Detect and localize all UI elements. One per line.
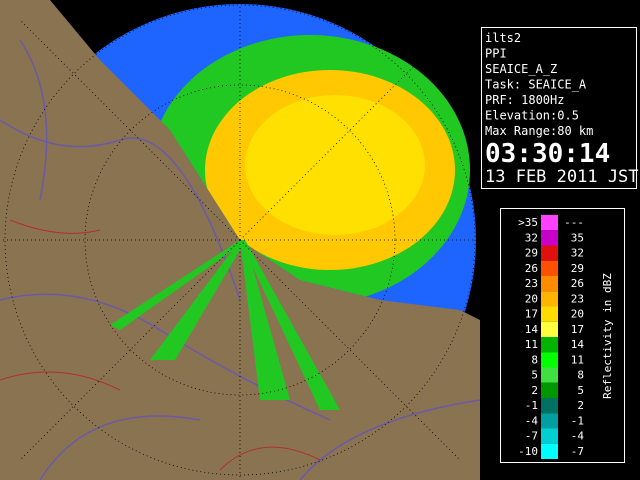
legend-swatch xyxy=(541,382,558,398)
legend-swatch xyxy=(541,428,558,444)
legend-swatch xyxy=(541,291,558,307)
legend-low: -7 xyxy=(525,430,538,443)
legend-swatch xyxy=(541,306,558,322)
legend-swatch xyxy=(541,260,558,276)
legend-high: 8 xyxy=(577,369,584,382)
legend-high: 5 xyxy=(577,384,584,397)
legend-swatch xyxy=(541,245,558,261)
info-line: Elevation:0.5 xyxy=(485,109,579,123)
legend-high: -7 xyxy=(571,445,584,458)
info-line: Task: SEAICE_A xyxy=(485,78,587,92)
info-line: PPI xyxy=(485,47,507,61)
legend-low: -10 xyxy=(518,445,538,458)
legend-high: 11 xyxy=(571,353,584,366)
legend-low: -1 xyxy=(525,399,538,412)
time: 03:30:14 xyxy=(485,139,610,169)
legend-swatch xyxy=(541,398,558,414)
legend-high: 26 xyxy=(571,277,584,290)
legend-high: -1 xyxy=(571,414,584,427)
info-line: Max Range:80 km xyxy=(485,124,593,138)
legend-high: 17 xyxy=(571,323,584,336)
legend-low: 2 xyxy=(531,384,538,397)
legend-low: 11 xyxy=(525,338,538,351)
legend-swatch xyxy=(541,276,558,292)
legend-high: 20 xyxy=(571,308,584,321)
legend-swatch xyxy=(541,230,558,246)
legend-low: 8 xyxy=(531,353,538,366)
legend-low: 5 xyxy=(531,369,538,382)
legend-box xyxy=(500,208,625,463)
legend-swatch xyxy=(541,443,558,459)
info-box xyxy=(481,27,637,189)
legend-high: 29 xyxy=(571,262,584,275)
legend-high: 35 xyxy=(571,231,584,244)
legend-low: >35 xyxy=(518,216,538,229)
legend-high: 23 xyxy=(571,292,584,305)
legend-swatch xyxy=(541,352,558,368)
info-line: PRF: 1800Hz xyxy=(485,93,564,107)
legend-low: 32 xyxy=(525,231,538,244)
info-line: SEAICE_A_Z xyxy=(485,62,557,76)
legend-swatch xyxy=(541,215,558,231)
legend-high: -4 xyxy=(571,430,585,443)
legend-low: 23 xyxy=(525,277,538,290)
legend-high: 32 xyxy=(571,247,584,260)
date: 13 FEB 2011 JST xyxy=(485,167,639,187)
legend-swatch xyxy=(541,367,558,383)
legend-low: 14 xyxy=(525,323,539,336)
legend-swatch xyxy=(541,337,558,353)
legend: >35 --- 32 35 29 32 26 29 23 26 20 23 17 20 14 17 11 14 8 1… xyxy=(518,215,584,459)
legend-low: -4 xyxy=(525,414,539,427)
legend-swatch xyxy=(541,321,558,337)
legend-swatch xyxy=(541,413,558,429)
legend-high: 14 xyxy=(571,338,585,351)
legend-title: Reflectivity in dBZ xyxy=(601,273,614,399)
radar-map xyxy=(0,0,480,480)
legend-low: 26 xyxy=(525,262,538,275)
legend-low: 29 xyxy=(525,247,538,260)
legend-low: 20 xyxy=(525,292,538,305)
info-line: ilts2 xyxy=(485,31,521,45)
legend-high: --- xyxy=(564,216,584,229)
legend-high: 2 xyxy=(577,399,584,412)
legend-low: 17 xyxy=(525,308,538,321)
